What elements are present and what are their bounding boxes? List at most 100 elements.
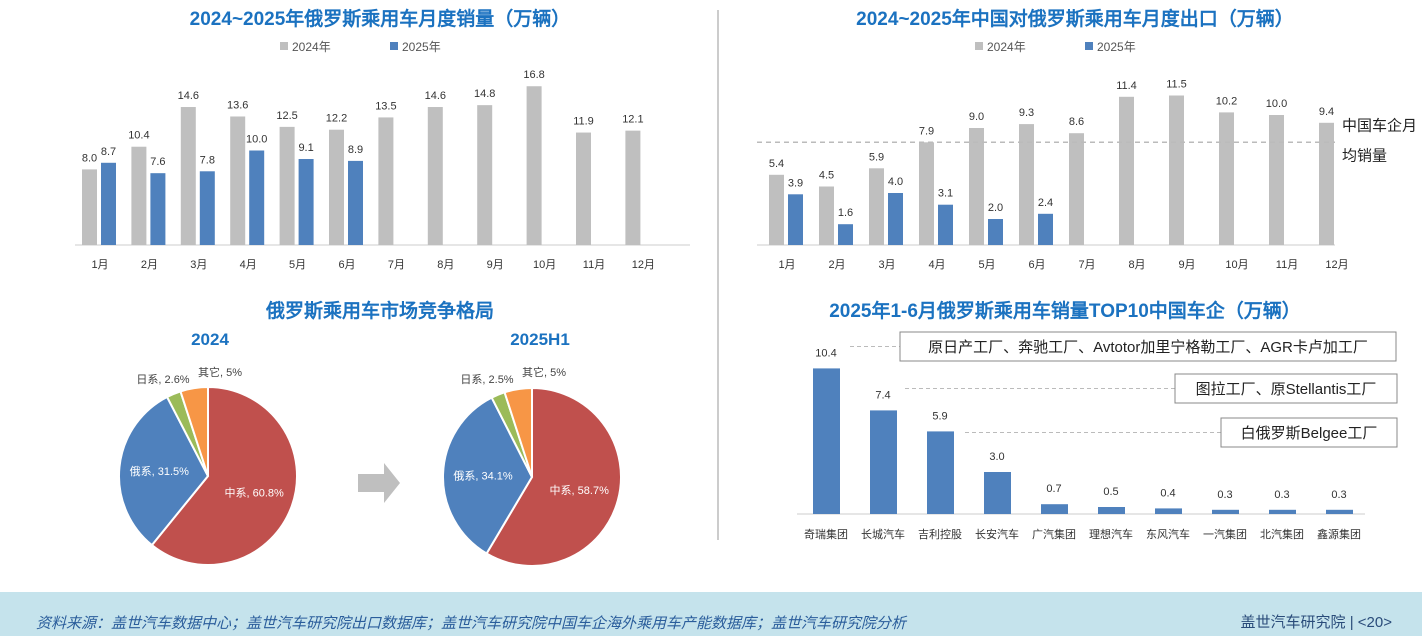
x-tick-label: 2月 (828, 259, 845, 271)
x-tick-label: 6月 (338, 259, 355, 271)
bar-2024 (1269, 115, 1284, 245)
data-label: 4.0 (888, 176, 903, 188)
x-tick-label: 12月 (632, 259, 655, 271)
footer-brand: 盖世汽车研究院 | <20> (1240, 614, 1392, 631)
x-tick-label: 8月 (1128, 259, 1145, 271)
pie-label: 俄系, 34.1% (453, 469, 513, 482)
legend-label-2025: 2025年 (402, 40, 441, 54)
x-tick-label: 9月 (487, 259, 504, 271)
pie-label: 俄系, 31.5% (130, 465, 190, 478)
bar-2025 (938, 204, 953, 245)
bar-2025 (249, 150, 265, 245)
annotation-box (1174, 373, 1398, 404)
x-tick-label: 一汽集团 (1203, 527, 1247, 541)
data-label: 10.4 (128, 130, 149, 142)
data-label: 12.1 (622, 114, 643, 126)
reference-label: 均销量 (1342, 147, 1387, 164)
data-label: 14.6 (425, 90, 446, 102)
bar (1098, 507, 1125, 514)
data-label: 0.3 (1274, 489, 1289, 501)
x-tick-label: 3月 (190, 259, 207, 271)
bar-2024 (427, 107, 443, 245)
bar-2024 (1169, 95, 1184, 245)
x-tick-label: 奇瑞集团 (804, 527, 848, 541)
x-tick-label: 广汽集团 (1032, 527, 1076, 541)
data-label: 9.1 (298, 142, 313, 154)
data-label: 12.2 (326, 113, 347, 125)
x-tick-label: 2月 (141, 259, 158, 271)
x-tick-label: 鑫源集团 (1317, 527, 1361, 541)
pie-label: 中系, 58.7% (550, 484, 610, 497)
bar-2025 (788, 194, 803, 245)
bar (984, 472, 1011, 514)
x-tick-label: 4月 (240, 259, 257, 271)
x-tick-label: 北汽集团 (1260, 527, 1304, 541)
data-label: 2.4 (1038, 197, 1053, 209)
data-label: 1.6 (838, 207, 853, 219)
bar-2024 (378, 117, 394, 245)
bar-2024 (1069, 133, 1084, 245)
bar-2025 (1038, 213, 1053, 245)
legend-label-2024: 2024年 (292, 40, 331, 54)
data-label: 9.0 (969, 111, 984, 123)
data-label: 4.5 (819, 170, 834, 182)
annotation-text: 原日产工厂、奔驰工厂、Avtotor加里宁格勒工厂、AGR卡卢加工厂 (928, 339, 1368, 356)
bar-2024 (625, 130, 641, 245)
legend-label-2025: 2025年 (1097, 40, 1136, 54)
x-tick-label: 7月 (1078, 259, 1095, 271)
bar-2024 (576, 132, 591, 245)
x-tick-label: 1月 (91, 259, 108, 271)
x-tick-label: 10月 (1225, 259, 1248, 271)
x-tick-label: 8月 (437, 259, 454, 271)
data-label: 7.9 (919, 125, 934, 137)
bar-2024 (769, 174, 784, 245)
x-tick-label: 3月 (878, 259, 895, 271)
data-label: 10.2 (1216, 95, 1237, 107)
pie-slice-其它 (503, 386, 533, 478)
legend-swatch-2025 (1085, 42, 1093, 50)
data-label: 0.3 (1217, 489, 1232, 501)
pie-slice-其它 (179, 385, 209, 477)
data-label: 0.4 (1160, 487, 1175, 499)
data-label: 0.7 (1046, 483, 1061, 495)
bar (1155, 508, 1182, 514)
brand-name: 盖世汽车研究院 (1240, 614, 1346, 631)
data-label: 9.4 (1319, 106, 1334, 118)
bar (1041, 504, 1068, 514)
pie-label: 日系, 2.5% (460, 373, 513, 386)
pie-label: 日系, 2.6% (136, 373, 189, 386)
x-tick-label: 长城汽车 (861, 527, 905, 541)
pie-slice-中系 (485, 386, 622, 567)
data-label: 14.6 (178, 90, 199, 102)
data-label: 12.5 (276, 110, 297, 122)
data-label: 0.3 (1331, 489, 1346, 501)
data-label: 14.8 (474, 88, 495, 100)
data-label: 16.8 (523, 69, 544, 81)
data-label: 0.5 (1103, 486, 1118, 498)
bar-2025 (298, 159, 314, 245)
data-label: 8.6 (1069, 116, 1084, 128)
bar-2024 (230, 116, 246, 245)
x-tick-label: 11月 (1276, 259, 1298, 271)
data-label: 3.1 (938, 188, 953, 200)
data-label: 9.3 (1019, 107, 1034, 119)
bar-2025 (150, 173, 166, 245)
x-tick-label: 东风汽车 (1146, 527, 1190, 541)
data-label: 10.0 (246, 134, 267, 146)
pie-subtitle: 2024 (191, 330, 229, 349)
source-note: 资料来源：盖世汽车数据中心；盖世汽车研究院出口数据库；盖世汽车研究院中国车企海外… (36, 615, 907, 632)
bar-2024 (477, 105, 493, 245)
bar-2025 (348, 160, 363, 245)
data-label: 11.5 (1166, 79, 1187, 91)
arrow-right-icon (358, 463, 400, 503)
legend-swatch-2024 (975, 42, 983, 50)
x-tick-label: 1月 (778, 259, 795, 271)
bar-2024 (819, 186, 834, 245)
bar-2024 (869, 168, 884, 245)
data-label: 5.4 (769, 158, 784, 170)
bar-2024 (969, 128, 984, 245)
x-tick-label: 4月 (928, 259, 945, 271)
pie-section-title: 俄罗斯乘用车市场竞争格局 (265, 299, 494, 322)
bar (927, 431, 954, 514)
bar-2024 (329, 129, 344, 245)
